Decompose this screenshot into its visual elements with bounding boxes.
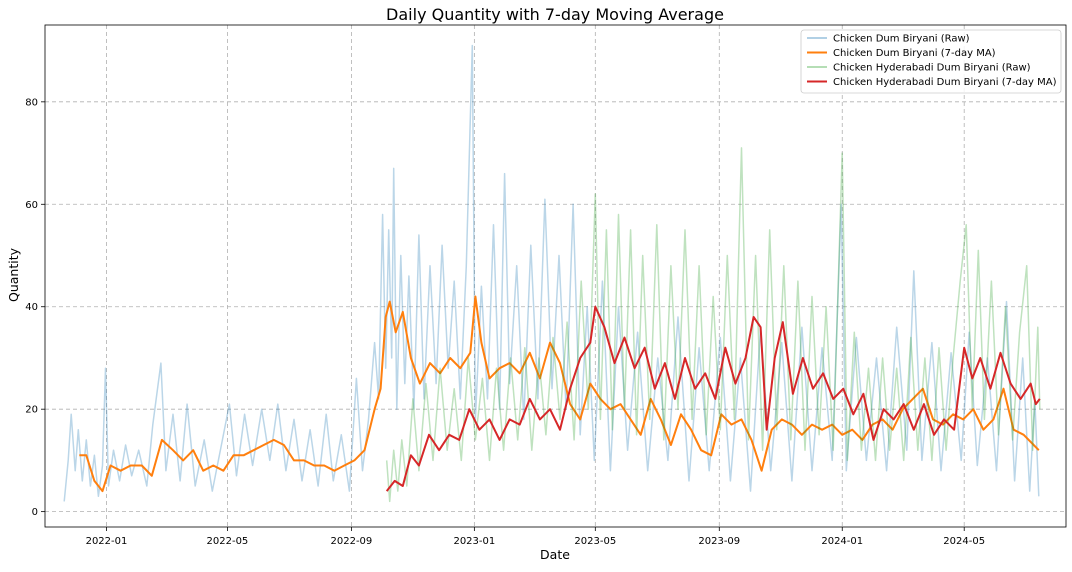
series-line-2 bbox=[79, 295, 1040, 493]
series-line-3 bbox=[385, 147, 1041, 503]
series-3 bbox=[385, 147, 1041, 503]
y-axis-ticks: 0 20 40 60 80 bbox=[25, 97, 45, 518]
x-tick-label: 2023-01 bbox=[453, 536, 495, 547]
series-line-1 bbox=[63, 44, 1040, 502]
x-tick-label: 2024-01 bbox=[821, 536, 863, 547]
x-axis-label: Date bbox=[540, 547, 570, 562]
chart-title: Daily Quantity with 7-day Moving Average bbox=[386, 5, 724, 24]
y-tick-label: 20 bbox=[25, 405, 38, 416]
series-layer bbox=[63, 44, 1041, 503]
x-tick-label: 2023-05 bbox=[574, 536, 616, 547]
x-tick-label: 2024-05 bbox=[943, 536, 985, 547]
series-1 bbox=[63, 44, 1040, 502]
series-2 bbox=[79, 295, 1040, 493]
y-tick-label: 60 bbox=[25, 200, 38, 211]
legend-box bbox=[800, 29, 1062, 94]
legend-label: Chicken Dum Biryani (Raw) bbox=[833, 34, 970, 45]
legend-label: Chicken Hyderabadi Dum Biryani (Raw) bbox=[833, 63, 1031, 74]
y-tick-label: 0 bbox=[32, 507, 38, 518]
legend-label: Chicken Dum Biryani (7-day MA) bbox=[833, 48, 996, 59]
x-axis-ticks: 2022-01 2022-05 2022-09 2023-01 2023-05 2023-… bbox=[86, 527, 985, 547]
x-tick-label: 2023-09 bbox=[698, 536, 740, 547]
grid bbox=[45, 25, 1066, 527]
series-line-4 bbox=[385, 305, 1041, 492]
y-tick-label: 80 bbox=[25, 97, 38, 108]
x-tick-label: 2022-01 bbox=[86, 536, 128, 547]
legend-label: Chicken Hyderabadi Dum Biryani (7-day MA… bbox=[833, 77, 1057, 88]
legend: Chicken Dum Biryani (Raw) Chicken Dum Bir… bbox=[800, 29, 1062, 94]
plot-area-frame bbox=[44, 24, 1067, 528]
x-tick-label: 2022-09 bbox=[331, 536, 373, 547]
y-tick-label: 40 bbox=[25, 302, 38, 313]
y-axis-label: Quantity bbox=[6, 247, 21, 302]
series-4 bbox=[385, 305, 1041, 492]
x-tick-label: 2022-05 bbox=[207, 536, 249, 547]
